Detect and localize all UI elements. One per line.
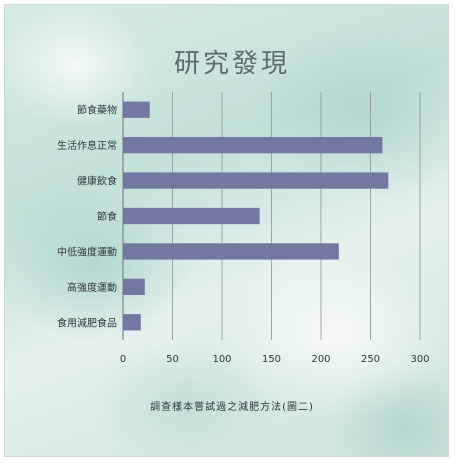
gridlines (172, 92, 421, 340)
x-tick-label: 250 (361, 354, 380, 365)
x-tick-label: 50 (166, 354, 179, 365)
x-axis-label: 調查樣本嘗試過之減肥方法(圖二) (150, 400, 314, 413)
bar (123, 243, 339, 260)
bar (123, 136, 383, 154)
x-tick-label: 0 (120, 354, 126, 365)
bar (123, 278, 145, 296)
bars (123, 101, 389, 331)
category-label: 中低強度運動 (57, 245, 117, 258)
bar (123, 101, 150, 118)
x-tick-label: 200 (311, 354, 330, 365)
category-label: 食用減肥食品 (57, 316, 117, 329)
category-label: 節食 (97, 210, 117, 223)
bar (123, 207, 260, 225)
x-tick-label: 100 (212, 354, 231, 365)
chart-title: 研究發現 (174, 49, 290, 79)
chart-background (4, 4, 449, 457)
x-tick-label: 300 (410, 354, 429, 365)
bar (123, 172, 389, 189)
category-label: 高強度運動 (67, 281, 117, 294)
bar (123, 314, 141, 331)
category-label: 生活作息正常 (57, 139, 117, 152)
x-tick-labels: 0 50 100 150 200 250 300 (120, 354, 430, 365)
x-tick-label: 150 (262, 354, 281, 365)
category-label: 節食藥物 (77, 104, 117, 117)
category-label: 健康飲食 (77, 175, 117, 188)
